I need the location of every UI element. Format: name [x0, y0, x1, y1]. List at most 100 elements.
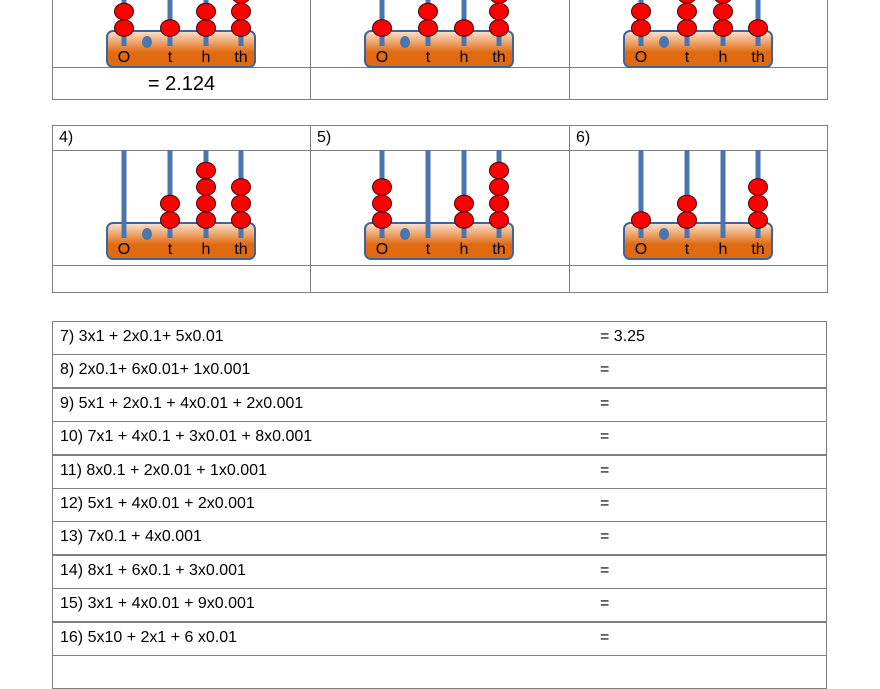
column-label: h — [460, 49, 469, 66]
question-text: 12) 5x1 + 4x0.01 + 2x0.001 — [60, 495, 255, 512]
question-row: 7) 3x1 + 2x0.1+ 5x0.01 = 3.25 — [52, 321, 827, 355]
question-text: 7) 3x1 + 2x0.1+ 5x0.01 — [60, 328, 224, 345]
question-text: 11) 8x0.1 + 2x0.01 + 1x0.001 — [60, 461, 267, 479]
abacus-bead — [489, 2, 509, 21]
abacus-bead — [160, 19, 180, 37]
column-label: t — [426, 49, 431, 66]
abacus-bead — [196, 211, 216, 229]
answer-field[interactable]: = — [600, 561, 610, 579]
abacus-rod — [425, 150, 431, 238]
question-row: 11) 8x0.1 + 2x0.01 + 1x0.001 = — [52, 454, 827, 489]
abacus-bead — [454, 211, 474, 229]
abacus-bead — [677, 2, 697, 21]
column-label: h — [719, 49, 728, 66]
abacus-bead — [114, 19, 134, 37]
abacus-bead — [631, 211, 651, 229]
column-label: t — [426, 241, 431, 258]
abacus-bead — [490, 0, 508, 4]
column-label: t — [168, 241, 173, 258]
abacus-bead — [231, 194, 251, 213]
question-text: 14) 8x1 + 6x0.1 + 3x0.001 — [60, 561, 246, 579]
abacus-bead — [677, 211, 697, 229]
abacus-bead — [196, 194, 216, 213]
abacus-bead — [232, 0, 250, 4]
abacus-bead — [489, 178, 509, 196]
answer-field[interactable]: = — [600, 461, 610, 479]
abacus-bead — [748, 178, 768, 196]
abacus-bead — [196, 19, 216, 37]
abacus-bead — [631, 19, 651, 37]
abacus-bead — [231, 211, 251, 229]
question-row: 13) 7x0.1 + 4x0.001 = — [52, 521, 827, 556]
abacus-bead — [714, 0, 732, 4]
column-label: h — [719, 241, 728, 258]
abacus-bead — [489, 194, 509, 213]
abacus-rod — [121, 150, 127, 238]
abacus-bead — [454, 19, 474, 37]
column-label: t — [168, 49, 173, 66]
abacus-bead — [160, 194, 180, 213]
question-text: 16) 5x10 + 2x1 + 6 x0.01 — [60, 628, 238, 646]
abacus-rod — [461, 150, 467, 238]
column-label: th — [492, 49, 505, 66]
answer-field[interactable]: = 3.25 — [600, 328, 645, 345]
abacus-bead — [231, 2, 251, 21]
abacus-bead — [196, 2, 216, 21]
abacus-bead — [678, 0, 696, 4]
decimal-point — [142, 228, 152, 240]
answer-text: = 2.124 — [147, 73, 216, 95]
answer-field[interactable]: = — [600, 394, 610, 412]
question-row: 15) 3x1 + 4x0.01 + 9x0.001 = — [52, 588, 827, 623]
abacus-bead — [196, 161, 216, 180]
abacus-bead — [748, 194, 768, 213]
abacus-bead — [454, 194, 474, 213]
abacus-bead — [713, 19, 733, 37]
answer-field[interactable]: = — [600, 595, 610, 613]
decimal-point — [659, 228, 669, 240]
answer-field[interactable]: = — [600, 628, 610, 646]
answer-field[interactable]: = — [600, 428, 610, 446]
answer-cell[interactable] — [310, 265, 570, 293]
abacus-bead — [713, 2, 733, 21]
abacus-bead — [748, 19, 768, 37]
abacus-bead — [418, 19, 438, 37]
question-row: 9) 5x1 + 2x0.1 + 4x0.01 + 2x0.001 = — [52, 387, 827, 422]
problem-number: 6) — [576, 129, 591, 146]
column-label: O — [118, 241, 130, 258]
abacus-bead — [677, 19, 697, 37]
abacus-bead — [372, 211, 392, 229]
question-text: 10) 7x1 + 4x0.1 + 3x0.01 + 8x0.001 — [60, 428, 313, 446]
answer-cell[interactable] — [52, 265, 311, 293]
problem-number: 4) — [59, 129, 74, 146]
column-label: O — [635, 49, 647, 66]
answer-field[interactable]: = — [600, 528, 610, 546]
abacus-bead — [631, 2, 651, 21]
question-row: 12) 5x1 + 4x0.01 + 2x0.001 = — [52, 488, 827, 522]
column-label: th — [234, 49, 247, 66]
question-text: 15) 3x1 + 4x0.01 + 9x0.001 — [60, 595, 255, 613]
abacus-bead — [489, 161, 509, 180]
question-text: 8) 2x0.1+ 6x0.01+ 1x0.001 — [60, 361, 251, 379]
column-label: h — [460, 241, 469, 258]
abacus-rod — [167, 150, 173, 238]
decimal-point — [400, 36, 410, 48]
column-label: O — [635, 241, 647, 258]
answer-cell[interactable] — [569, 265, 828, 293]
question-row: 8) 2x0.1+ 6x0.01+ 1x0.001 = — [52, 354, 827, 389]
question-row: 10) 7x1 + 4x0.1 + 3x0.01 + 8x0.001 = — [52, 421, 827, 456]
question-row — [52, 655, 827, 689]
abacus-bead — [231, 178, 251, 196]
answer-field[interactable]: = — [600, 495, 610, 512]
question-row: 16) 5x10 + 2x1 + 6 x0.01 = — [52, 621, 827, 656]
column-label: th — [234, 241, 247, 258]
abacus-rod — [638, 150, 644, 238]
question-text: 13) 7x0.1 + 4x0.001 — [60, 528, 202, 546]
answer-field[interactable]: = — [600, 361, 610, 379]
column-label: th — [751, 241, 764, 258]
decimal-point — [659, 36, 669, 48]
abacus-bead — [372, 178, 392, 196]
